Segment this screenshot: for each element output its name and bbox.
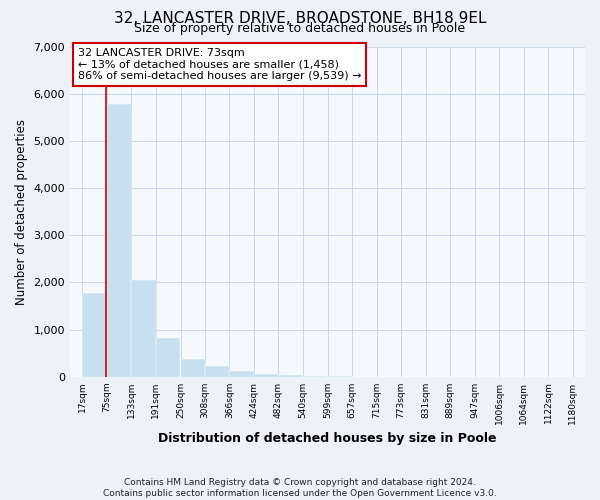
Bar — [181, 359, 205, 376]
Bar — [229, 372, 254, 376]
Bar — [107, 104, 131, 376]
Bar — [205, 366, 229, 376]
Text: Size of property relative to detached houses in Poole: Size of property relative to detached ho… — [134, 22, 466, 35]
Y-axis label: Number of detached properties: Number of detached properties — [15, 118, 28, 304]
Bar — [254, 374, 278, 376]
Bar — [131, 280, 155, 376]
Text: 32 LANCASTER DRIVE: 73sqm
← 13% of detached houses are smaller (1,458)
86% of se: 32 LANCASTER DRIVE: 73sqm ← 13% of detac… — [78, 48, 361, 82]
Text: Contains HM Land Registry data © Crown copyright and database right 2024.
Contai: Contains HM Land Registry data © Crown c… — [103, 478, 497, 498]
Text: 32, LANCASTER DRIVE, BROADSTONE, BH18 9EL: 32, LANCASTER DRIVE, BROADSTONE, BH18 9E… — [114, 11, 486, 26]
Bar — [155, 338, 180, 376]
X-axis label: Distribution of detached houses by size in Poole: Distribution of detached houses by size … — [158, 432, 497, 445]
Bar — [82, 292, 107, 376]
